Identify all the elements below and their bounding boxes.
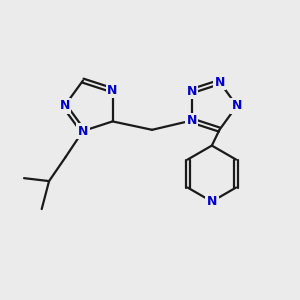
Text: N: N bbox=[107, 84, 118, 97]
Text: N: N bbox=[214, 76, 225, 88]
Text: N: N bbox=[186, 85, 197, 98]
Text: N: N bbox=[232, 99, 242, 112]
Text: N: N bbox=[186, 114, 197, 127]
Text: N: N bbox=[78, 124, 88, 137]
Text: N: N bbox=[59, 99, 70, 112]
Text: N: N bbox=[207, 195, 217, 208]
